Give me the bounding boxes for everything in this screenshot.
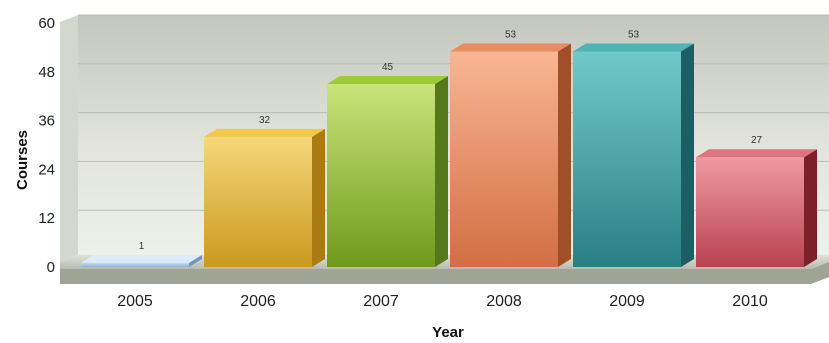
bar-front-face bbox=[327, 84, 435, 267]
bar-front-face bbox=[696, 157, 804, 267]
bar-top-face bbox=[573, 43, 694, 52]
bar-top-face bbox=[327, 76, 448, 84]
bar-top-face bbox=[81, 254, 202, 263]
y-tick-label: 60 bbox=[38, 15, 55, 32]
bar-side-face bbox=[558, 43, 571, 267]
bar-side-face bbox=[681, 43, 694, 267]
x-tick-label: 2008 bbox=[486, 293, 522, 310]
bars: 1 32 45 53 53 27 bbox=[81, 29, 817, 267]
bar-2009: 53 bbox=[573, 29, 694, 267]
bar-side-face bbox=[312, 128, 325, 267]
bar-2007: 45 bbox=[327, 62, 448, 267]
data-label: 32 bbox=[259, 115, 271, 126]
y-tick-label: 36 bbox=[38, 113, 55, 130]
bar-2005: 1 bbox=[81, 241, 202, 267]
data-label: 53 bbox=[628, 29, 640, 40]
y-axis-title: Courses bbox=[14, 130, 31, 190]
x-tick-label: 2005 bbox=[117, 293, 153, 310]
y-tick-label: 0 bbox=[47, 259, 55, 276]
x-tick-label: 2010 bbox=[732, 293, 768, 310]
bar-side-face bbox=[189, 254, 202, 267]
y-tick-label: 24 bbox=[38, 161, 55, 178]
data-label: 53 bbox=[505, 29, 517, 40]
data-label: 1 bbox=[139, 241, 145, 252]
y-tick-label: 48 bbox=[38, 64, 55, 81]
bar-top-face bbox=[204, 128, 325, 137]
x-tick-label: 2009 bbox=[609, 293, 645, 310]
bar-front-face bbox=[204, 136, 312, 267]
bar-top-face bbox=[450, 43, 571, 52]
bar-side-face bbox=[435, 76, 448, 267]
bar-front-face bbox=[81, 262, 189, 267]
plot-floor-front bbox=[60, 262, 829, 284]
data-label: 45 bbox=[382, 62, 394, 73]
x-axis-tick-labels: 2005 2006 2007 2008 2009 2010 bbox=[117, 293, 768, 310]
plot-left-wall bbox=[60, 15, 78, 262]
data-label: 27 bbox=[751, 135, 763, 146]
bar-front-face bbox=[450, 51, 558, 267]
y-axis-ticks: 0 12 24 36 48 60 bbox=[38, 15, 55, 276]
bar-front-face bbox=[573, 51, 681, 267]
x-tick-label: 2007 bbox=[363, 293, 399, 310]
bar-2010: 27 bbox=[696, 135, 817, 267]
x-tick-label: 2006 bbox=[240, 293, 276, 310]
bar-2006: 32 bbox=[204, 115, 325, 267]
y-tick-label: 12 bbox=[38, 210, 55, 227]
bar-side-face bbox=[804, 149, 817, 267]
x-axis-title: Year bbox=[432, 324, 464, 341]
bar-2008: 53 bbox=[450, 29, 571, 267]
bar-top-face bbox=[696, 149, 817, 158]
